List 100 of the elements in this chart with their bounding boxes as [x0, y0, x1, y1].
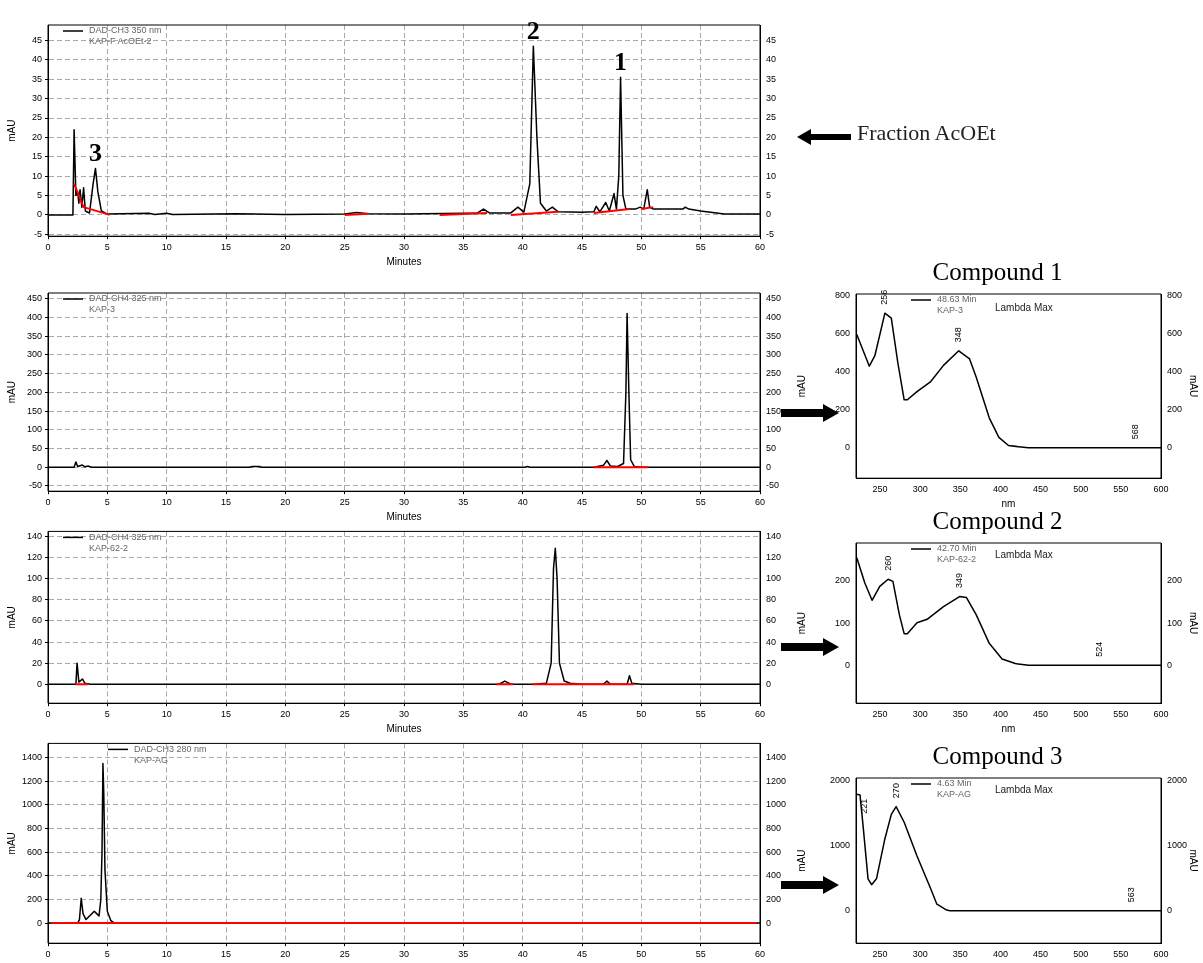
y2-tick-label: 15 — [766, 151, 777, 162]
x-tick-label: 450 — [1033, 709, 1049, 720]
y2-tick-label: 200 — [1167, 575, 1183, 586]
chart-title: Compound 3 — [932, 741, 1063, 769]
y2-tick-label: 300 — [766, 349, 782, 360]
x-tick-label: 20 — [280, 242, 291, 253]
y2-tick-label: 35 — [766, 73, 777, 84]
x-tick-label: 30 — [398, 497, 410, 508]
y-tick-label: 800 — [834, 290, 850, 301]
annotation: 349 — [954, 573, 965, 589]
annotation: 563 — [1125, 887, 1136, 903]
legend-label: 48.63 Min KAP-3 — [937, 294, 977, 316]
annotation: 348 — [953, 327, 964, 343]
y-tick-label: 80 — [31, 594, 42, 605]
y-tick-label: 200 — [26, 893, 42, 904]
x-tick-label: 550 — [1113, 709, 1129, 720]
x-tick-label: 600 — [1153, 709, 1169, 720]
chart-title: Compound 2 — [932, 506, 1063, 534]
x-tick-label: 300 — [912, 484, 928, 495]
y-axis-title: mAU — [5, 606, 17, 629]
y-tick-label: 1400 — [21, 752, 42, 763]
chart-title: Compound 1 — [932, 257, 1063, 285]
x-tick-label: 35 — [458, 242, 469, 253]
y2-tick-label: 5 — [766, 189, 772, 200]
y-tick-label: 400 — [834, 366, 850, 377]
annotation: Lambda Max — [995, 549, 1053, 560]
y-tick-label: 20 — [31, 131, 42, 142]
y-tick-label: 0 — [844, 905, 850, 916]
x-tick-label: 15 — [220, 709, 232, 720]
y-axis-title: mAU — [795, 374, 807, 398]
x-tick-label: 5 — [104, 497, 110, 508]
x-tick-label: 250 — [872, 709, 888, 720]
annotation: 3 — [88, 138, 102, 168]
y-tick-label: 250 — [26, 368, 42, 379]
y-axis-title: mAU — [795, 849, 807, 872]
legend-label: 4.63 Min KAP-AG — [937, 778, 972, 800]
y2-tick-label: 0 — [766, 917, 772, 928]
y2-tick-label: 1000 — [1167, 840, 1188, 851]
y-tick-label: 300 — [26, 349, 42, 360]
x-tick-label: 400 — [992, 949, 1008, 960]
x-tick-label: 40 — [517, 949, 528, 960]
y-tick-label: 45 — [31, 34, 42, 45]
x-tick-label: 450 — [1033, 484, 1049, 495]
y-tick-label: 35 — [31, 73, 42, 84]
x-tick-label: 550 — [1113, 484, 1129, 495]
x-tick-label: 20 — [280, 709, 291, 720]
y-tick-label: 40 — [31, 636, 42, 647]
y-tick-label: 200 — [26, 386, 42, 397]
y-tick-label: 5 — [36, 189, 42, 200]
x-tick-label: 55 — [695, 497, 706, 508]
y2-tick-label: 400 — [1167, 366, 1183, 377]
y-tick-label: 30 — [31, 93, 42, 104]
x-tick-label: 15 — [220, 949, 232, 960]
y-tick-label: 450 — [26, 293, 42, 304]
y2-tick-label: 200 — [766, 893, 782, 904]
y2-tick-label: 100 — [766, 424, 782, 435]
y-axis-title: mAU — [795, 611, 807, 635]
x-tick-label: 60 — [754, 242, 766, 253]
x-tick-label: 350 — [952, 949, 968, 960]
y2-tick-label: 45 — [766, 34, 777, 45]
y-tick-label: 60 — [31, 615, 42, 626]
x-tick-label: 40 — [517, 242, 528, 253]
y-tick-label: 800 — [26, 823, 42, 834]
x-tick-label: 50 — [636, 949, 647, 960]
y2-tick-label: 450 — [766, 293, 782, 304]
y-axis-title: mAU — [5, 119, 17, 142]
y2-tick-label: 40 — [766, 54, 777, 65]
y-tick-label: 15 — [31, 151, 42, 162]
y2-tick-label: 0 — [1167, 905, 1173, 916]
y2-tick-label: 10 — [766, 170, 777, 181]
y-tick-label: 1000 — [21, 799, 42, 810]
annotation: Lambda Max — [995, 302, 1053, 313]
x-axis-title: Minutes — [386, 722, 422, 734]
y2-tick-label: 40 — [766, 636, 777, 647]
y-tick-label: 10 — [31, 170, 42, 181]
y-tick-label: 100 — [26, 424, 42, 435]
y-tick-label: 40 — [31, 54, 42, 65]
legend-label: DAD-CH3 280 nm KAP-AG — [134, 743, 207, 765]
y2-tick-label: 100 — [766, 573, 782, 584]
y-tick-label: 100 — [26, 573, 42, 584]
x-tick-label: 15 — [220, 497, 232, 508]
annotation: 256 — [879, 289, 890, 305]
y-tick-label: 140 — [26, 531, 42, 542]
x-tick-label: 0 — [45, 242, 51, 253]
x-tick-label: 25 — [339, 949, 350, 960]
x-tick-label: 20 — [280, 949, 291, 960]
y2-tick-label: 120 — [766, 552, 782, 563]
x-tick-label: 500 — [1073, 949, 1089, 960]
legend-label: DAD-CH4 325 nm KAP-3 — [89, 293, 162, 315]
x-tick-label: 0 — [45, 709, 51, 720]
annotation: Lambda Max — [995, 784, 1053, 795]
x-tick-label: 10 — [161, 242, 172, 253]
y-tick-label: 120 — [26, 552, 42, 563]
x-tick-label: 45 — [576, 497, 588, 508]
y2-tick-label: 1000 — [766, 799, 787, 810]
y2-tick-label: 800 — [1167, 290, 1183, 301]
y-tick-label: 2000 — [829, 775, 850, 786]
y-tick-label: 400 — [26, 870, 42, 881]
y2-tick-label: 0 — [1167, 442, 1173, 453]
y-tick-label: 20 — [31, 657, 42, 668]
